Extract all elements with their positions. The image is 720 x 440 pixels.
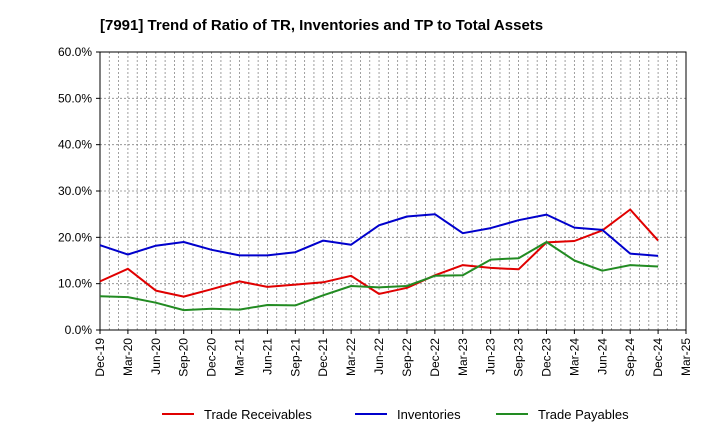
x-tick-label: Dec-24 bbox=[651, 338, 665, 377]
x-tick-label: Mar-25 bbox=[679, 338, 693, 376]
x-tick-label: Dec-22 bbox=[428, 338, 442, 377]
x-tick-label: Mar-21 bbox=[233, 338, 247, 376]
x-tick-label: Sep-22 bbox=[400, 338, 414, 377]
y-tick-label: 10.0% bbox=[58, 277, 92, 291]
x-tick-label: Jun-20 bbox=[149, 338, 163, 375]
x-tick-label: Sep-23 bbox=[512, 338, 526, 377]
y-tick-label: 0.0% bbox=[65, 323, 93, 337]
series-lines bbox=[99, 208, 659, 312]
plot-frame bbox=[99, 51, 687, 331]
x-tick-label: Jun-23 bbox=[484, 338, 498, 375]
x-tick-label: Mar-22 bbox=[344, 338, 358, 376]
legend-label: Trade Payables bbox=[538, 407, 629, 422]
x-tick-label: Dec-19 bbox=[93, 338, 107, 377]
x-tick-label: Jun-22 bbox=[372, 338, 386, 375]
x-tick-label: Jun-24 bbox=[595, 338, 609, 375]
legend-label: Inventories bbox=[397, 407, 461, 422]
x-tick-label: Mar-20 bbox=[121, 338, 135, 376]
legend-label: Trade Receivables bbox=[204, 407, 312, 422]
x-tick-label: Dec-20 bbox=[205, 338, 219, 377]
x-tick-label: Mar-23 bbox=[456, 338, 470, 376]
y-tick-label: 50.0% bbox=[58, 91, 92, 105]
x-tick-label: Dec-23 bbox=[539, 338, 553, 377]
series-line-trade-payables bbox=[99, 241, 659, 312]
x-tick-label: Dec-21 bbox=[316, 338, 330, 377]
x-tick-label: Sep-20 bbox=[177, 338, 191, 377]
legend: Trade Receivables Inventories Trade Payabl… bbox=[162, 407, 629, 422]
x-tick-label: Sep-21 bbox=[288, 338, 302, 377]
x-tick-label: Jun-21 bbox=[260, 338, 274, 375]
series-line-trade-receivables bbox=[99, 208, 659, 298]
x-tick-label: Sep-24 bbox=[623, 338, 637, 377]
chart-title: [7991] Trend of Ratio of TR, Inventories… bbox=[100, 17, 543, 34]
y-tick-label: 20.0% bbox=[58, 230, 92, 244]
y-tick-label: 30.0% bbox=[58, 184, 92, 198]
y-tick-label: 60.0% bbox=[58, 45, 92, 59]
grid bbox=[99, 51, 687, 331]
axes: 0.0% 10.0% 20.0% 30.0% 40.0% 50.0% 60.0% Dec-19… bbox=[58, 45, 693, 377]
x-tick-label: Mar-24 bbox=[567, 338, 581, 376]
y-tick-label: 40.0% bbox=[58, 138, 92, 152]
series-line-inventories bbox=[99, 213, 659, 257]
